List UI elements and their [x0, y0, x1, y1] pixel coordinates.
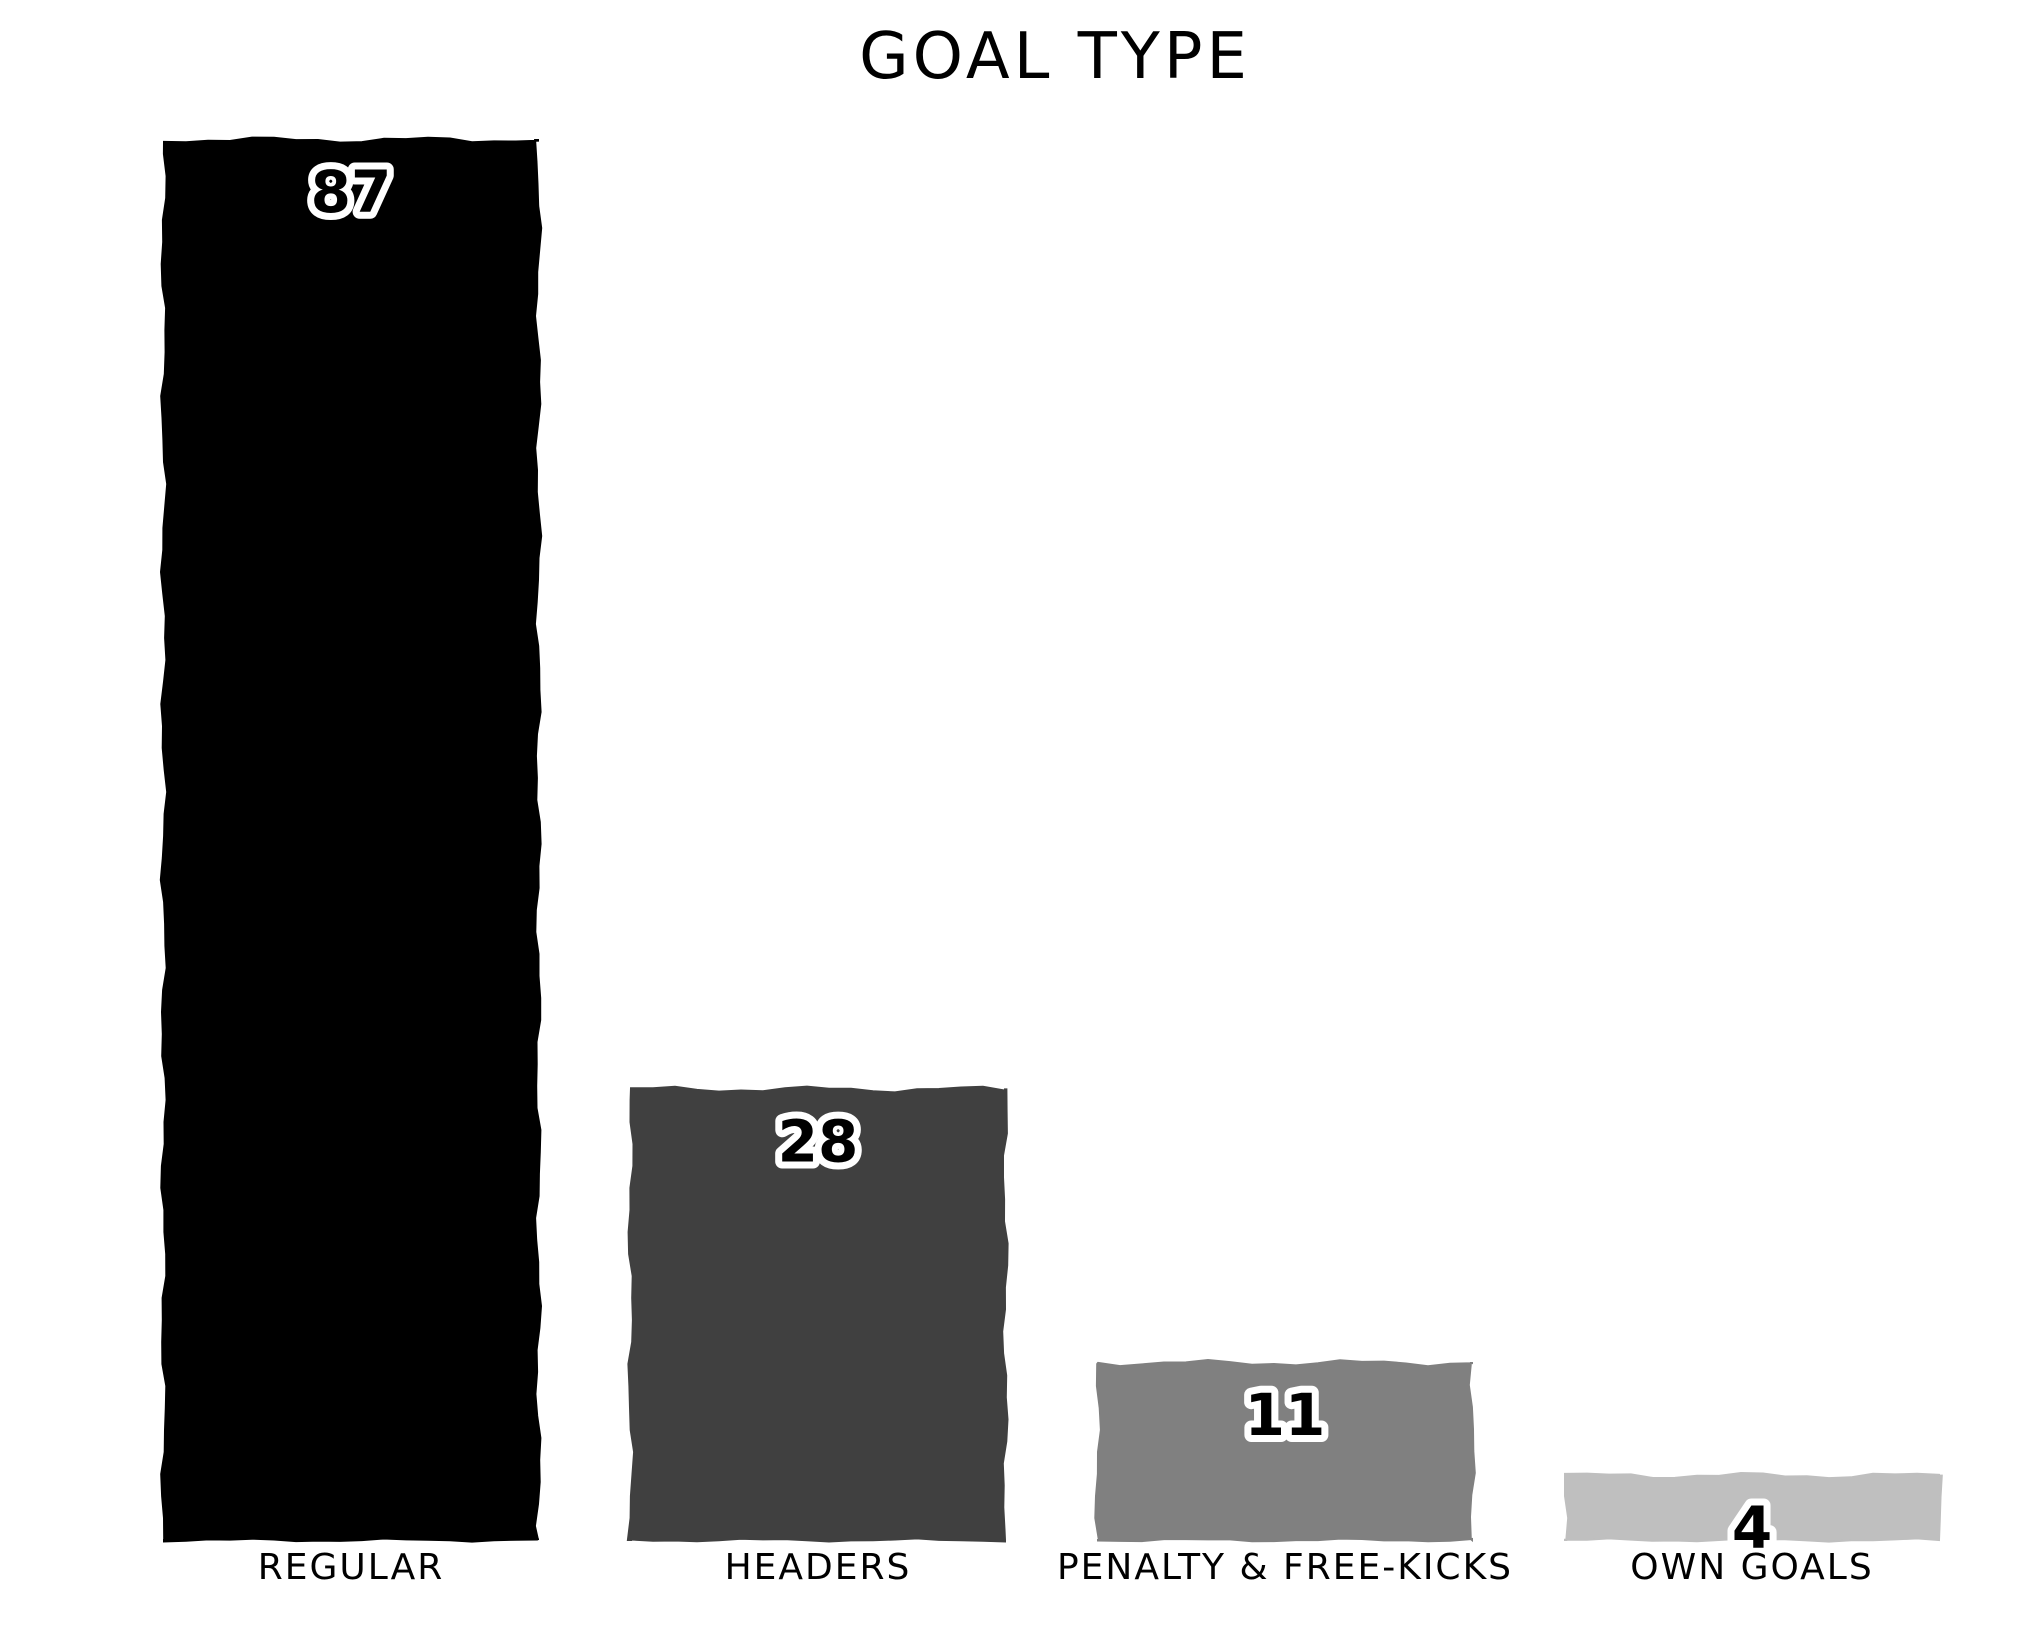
x-axis-ticks: REGULAR HEADERS PENALTY & FREE-KICKS OWN GO…	[258, 1547, 1874, 1588]
chart-title: GOAL TYPE	[859, 20, 1251, 94]
x-tick-label-2: HEADERS	[725, 1547, 912, 1588]
bars	[161, 138, 1942, 1542]
data-label-1: 87	[311, 158, 392, 226]
data-label-3: 11	[1245, 1381, 1326, 1449]
data-label-2: 28	[778, 1107, 859, 1175]
bar-1	[161, 138, 541, 1542]
x-tick-label-1: REGULAR	[258, 1547, 445, 1588]
x-tick-label-3: PENALTY & FREE-KICKS	[1057, 1547, 1513, 1588]
x-tick-label-4: OWN GOALS	[1630, 1547, 1873, 1588]
